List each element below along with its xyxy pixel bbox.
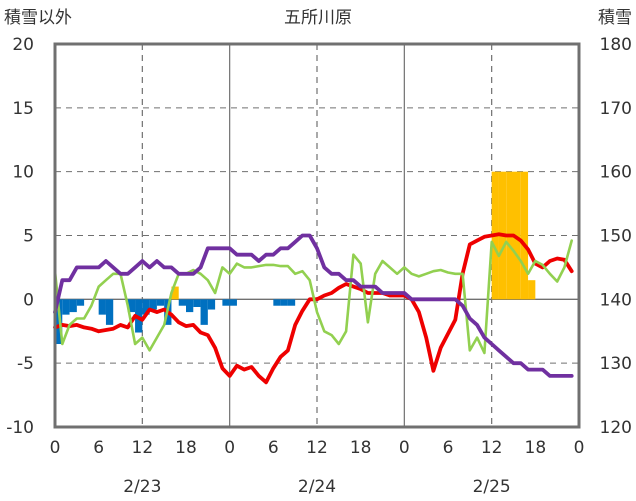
date-label: 2/24 <box>298 477 336 497</box>
x-tick-label: 18 <box>175 438 197 458</box>
x-tick-label: 12 <box>481 438 503 458</box>
right-tick-label: 120 <box>600 418 632 438</box>
blue-bars-bar <box>76 299 85 306</box>
x-tick-label: 6 <box>93 438 104 458</box>
orange-bars-bar <box>171 286 179 300</box>
blue-bars-bar <box>142 299 150 315</box>
right-tick-label: 170 <box>600 99 632 119</box>
date-label: 2/23 <box>123 477 161 497</box>
blue-bars-bar <box>207 299 216 310</box>
x-tick-label: 12 <box>132 438 154 458</box>
left-tick-label: -10 <box>6 418 34 438</box>
plot-frame <box>53 42 581 429</box>
left-tick-label: 5 <box>23 227 34 247</box>
chart-title: 五所川原 <box>284 8 352 28</box>
right-tick-label: 150 <box>600 227 632 247</box>
x-tick-label: 0 <box>224 438 235 458</box>
x-tick-label: 6 <box>443 438 454 458</box>
left-tick-label: 10 <box>12 163 34 183</box>
blue-bars-bar <box>55 299 63 345</box>
x-tick-label: 6 <box>268 438 279 458</box>
blue-bars-bar <box>273 299 281 306</box>
x-tick-label: 0 <box>399 438 410 458</box>
blue-bars-bar <box>222 299 230 306</box>
x-tick-label: 0 <box>574 438 585 458</box>
blue-bars-bar <box>69 299 77 313</box>
blue-bars-bar <box>186 299 194 313</box>
right-tick-label: 180 <box>600 35 632 55</box>
left-tick-label: 20 <box>12 35 34 55</box>
orange-bars-bar <box>528 280 536 300</box>
blue-bars-bar <box>200 299 208 325</box>
purple-series-line <box>53 233 574 378</box>
x-tick-label: 0 <box>50 438 61 458</box>
left-tick-label: 15 <box>12 99 34 119</box>
left-axis-label: 積雪以外 <box>4 8 72 28</box>
right-axis-label: 積雪 <box>598 8 632 28</box>
blue-bars-bar <box>229 299 237 306</box>
left-tick-label: -5 <box>17 354 34 374</box>
blue-bars-bar <box>105 299 114 325</box>
date-label: 2/25 <box>473 477 511 497</box>
x-tick-label: 18 <box>525 438 547 458</box>
blue-bars-bar <box>156 299 165 306</box>
left-tick-label: 0 <box>23 290 34 310</box>
lines-layer <box>53 232 574 385</box>
right-tick-label: 140 <box>600 290 632 310</box>
blue-bars-bar <box>287 299 296 306</box>
blue-bars-bar <box>149 299 157 310</box>
x-tick-label: 12 <box>306 438 328 458</box>
blue-bars-bar <box>178 299 186 306</box>
right-tick-label: 160 <box>600 163 632 183</box>
blue-bars-bar <box>280 299 288 306</box>
blue-bars-bar <box>193 299 201 307</box>
blue-bars-bar <box>98 299 106 315</box>
blue-bars-bar <box>127 299 136 313</box>
right-tick-label: 130 <box>600 354 632 374</box>
orange-bars-bar <box>520 171 529 300</box>
green-series-line <box>53 239 574 355</box>
blue-bars-bar <box>62 299 70 315</box>
x-tick-label: 18 <box>350 438 372 458</box>
orange-bars-bar <box>513 171 521 300</box>
